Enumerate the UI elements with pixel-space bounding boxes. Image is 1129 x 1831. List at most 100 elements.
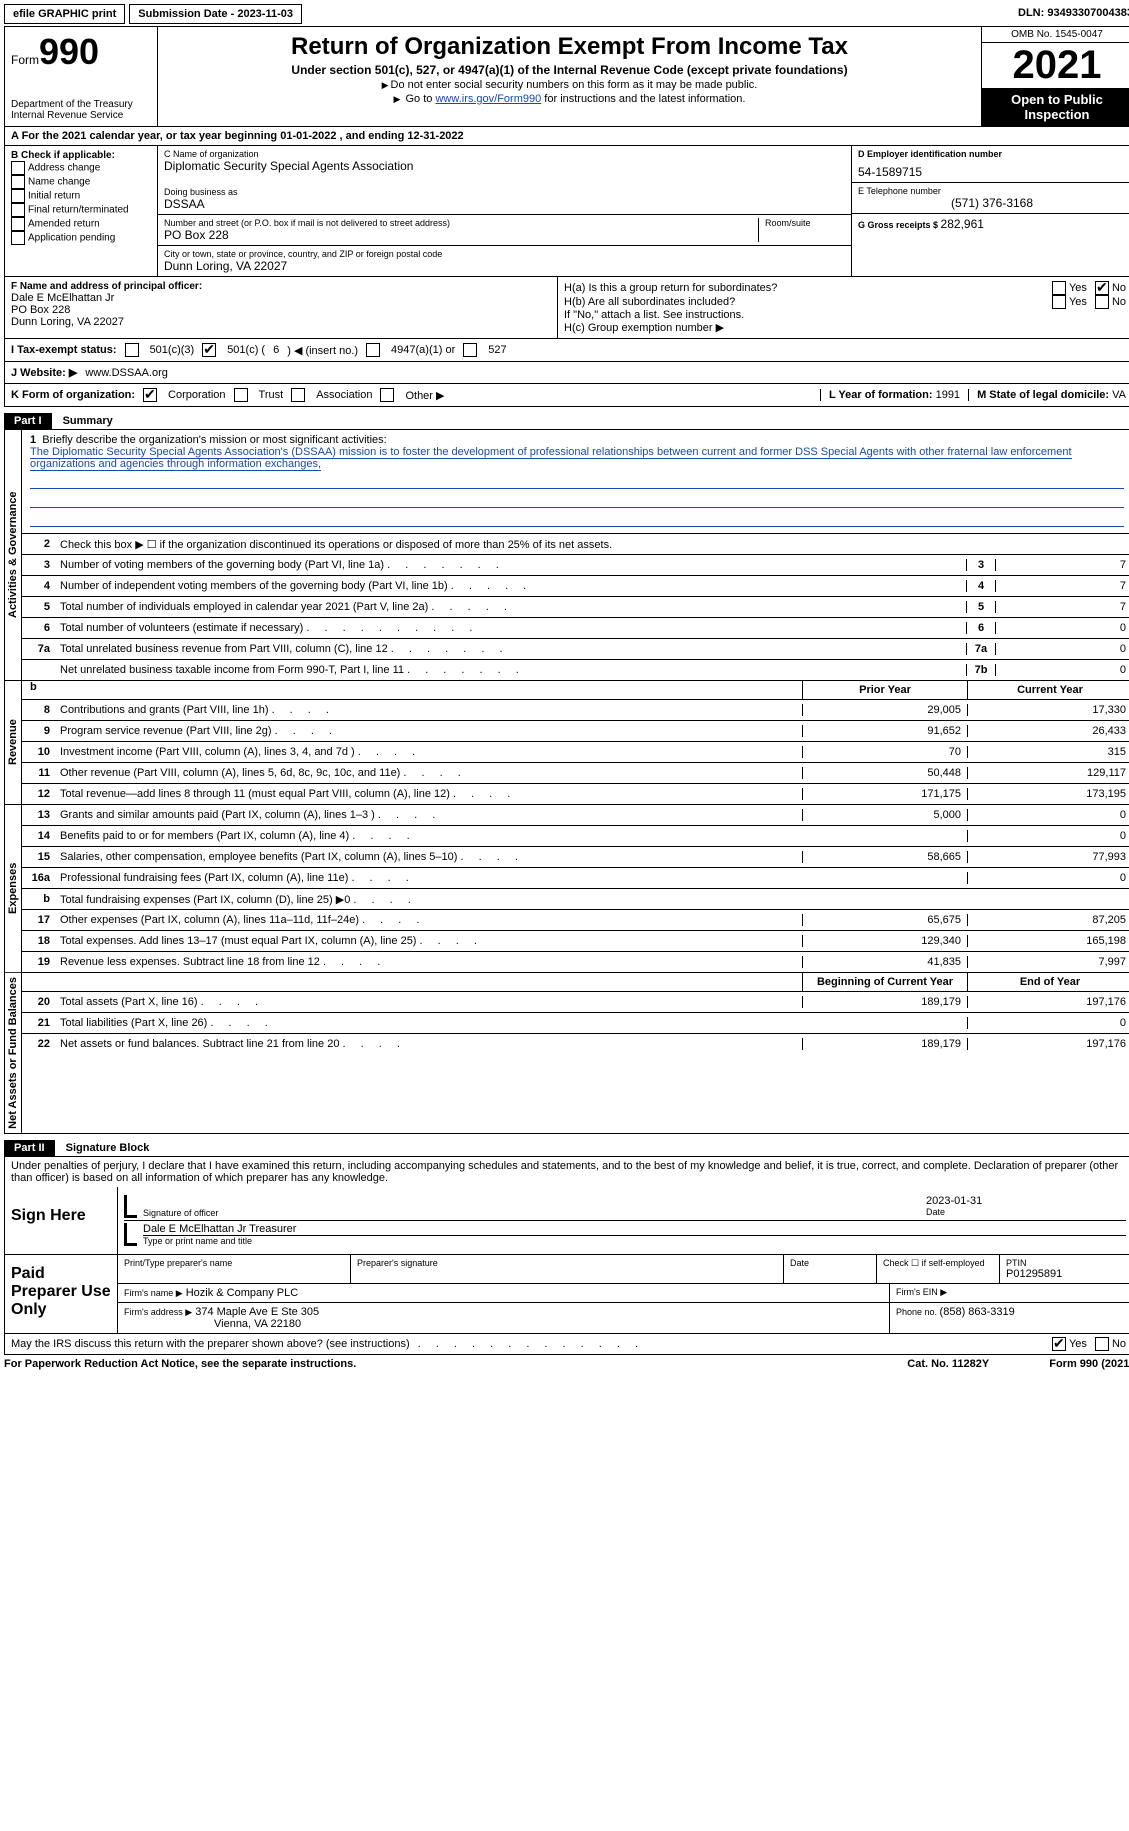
tes-4947: 4947(a)(1) or: [391, 344, 455, 356]
goto-post: for instructions and the latest informat…: [544, 93, 745, 105]
dba-label: Doing business as: [164, 187, 845, 197]
part-2-header-row: Part II Signature Block: [4, 1134, 1129, 1156]
goto-pre: Go to: [406, 93, 436, 105]
line-desc: Net assets or fund balances. Subtract li…: [56, 1036, 802, 1052]
line-prior-val: 50,448: [802, 767, 967, 779]
line-desc: Program service revenue (Part VIII, line…: [56, 723, 802, 739]
tax-year-row: A For the 2021 calendar year, or tax yea…: [4, 127, 1129, 146]
line-2-desc: Check this box ▶ ☐ if the organization d…: [56, 536, 1129, 553]
top-bar: efile GRAPHIC print Submission Date - 20…: [4, 4, 1129, 24]
gross-cell: G Gross receipts $ 282,961: [852, 214, 1129, 234]
line-current-val: 197,176: [967, 996, 1129, 1008]
net-assets-section: Net Assets or Fund Balances Beginning of…: [4, 973, 1129, 1134]
fin-line-22: 22Net assets or fund balances. Subtract …: [22, 1034, 1129, 1054]
officer-label: F Name and address of principal officer:: [11, 281, 551, 292]
prep-firm-addr-row: Firm's address ▶ 374 Maple Ave E Ste 305…: [118, 1303, 1129, 1333]
col-prior-year: Prior Year: [802, 681, 967, 699]
mission-blank-line-1: [30, 472, 1124, 489]
penalty-statement: Under penalties of perjury, I declare th…: [4, 1156, 1129, 1187]
line-5-desc: Total number of individuals employed in …: [56, 599, 966, 615]
firm-name-value: Hozik & Company PLC: [186, 1287, 299, 1299]
dba-value: DSSAA: [164, 197, 845, 211]
line-num: 21: [22, 1017, 56, 1029]
prep-h1: Print/Type preparer's name: [118, 1255, 351, 1283]
dln-box: DLN: 93493307004383: [1018, 4, 1129, 24]
cb-address-change: Address change: [11, 161, 151, 175]
tax-year-display: 2021: [982, 43, 1129, 88]
korg-other: Other ▶: [405, 389, 444, 402]
line-prior-val: 129,340: [802, 935, 967, 947]
line-desc: Professional fundraising fees (Part IX, …: [56, 870, 802, 886]
dept-treasury: Department of the Treasury: [11, 99, 151, 110]
line-current-val: 7,997: [967, 956, 1129, 968]
fin-line-11: 11Other revenue (Part VIII, column (A), …: [22, 763, 1129, 784]
box-b-heading: B Check if applicable:: [11, 150, 151, 161]
line-current-val: 129,117: [967, 767, 1129, 779]
line-current-val: 0: [967, 872, 1129, 884]
box-d-right-col: D Employer identification number 54-1589…: [852, 146, 1129, 276]
ha-no: No: [1112, 282, 1126, 294]
line-current-val: 17,330: [967, 704, 1129, 716]
prep-h2: Preparer's signature: [351, 1255, 784, 1283]
line-prior-val: 29,005: [802, 704, 967, 716]
org-name-cell: C Name of organization Diplomatic Securi…: [158, 146, 851, 215]
revenue-col-header: b Prior Year Current Year: [22, 681, 1129, 700]
cb-label-final: Final return/terminated: [28, 205, 129, 216]
line-current-val: 315: [967, 746, 1129, 758]
box-c-org-info: C Name of organization Diplomatic Securi…: [158, 146, 852, 276]
col-end-year: End of Year: [967, 973, 1129, 991]
efile-print-label: efile GRAPHIC print: [4, 4, 125, 24]
street-cell: Number and street (or P.O. box if mail i…: [158, 215, 851, 246]
korg-trust: Trust: [259, 389, 284, 401]
part-1-header-row: Part I Summary: [4, 407, 1129, 429]
gross-label: G Gross receipts $: [858, 220, 941, 230]
m-label: M State of legal domicile:: [977, 389, 1112, 401]
line-current-val: 173,195: [967, 788, 1129, 800]
line-num: 20: [22, 996, 56, 1008]
officer-street: PO Box 228: [11, 304, 551, 316]
sign-here-label: Sign Here: [5, 1187, 118, 1254]
mission-blank-line-3: [30, 510, 1124, 527]
line-num: 10: [22, 746, 56, 758]
firm-phone-label: Phone no.: [896, 1307, 940, 1317]
submission-date-label: Submission Date -: [138, 8, 237, 20]
website-label: J Website: ▶: [11, 366, 77, 379]
sig-body: Signature of officer 2023-01-31 Date Dal…: [118, 1187, 1129, 1254]
korg-label: K Form of organization:: [11, 389, 135, 401]
street-label: Number and street (or P.O. box if mail i…: [164, 218, 758, 228]
revenue-body: b Prior Year Current Year 8Contributions…: [22, 681, 1129, 804]
net-col-header: Beginning of Current Year End of Year: [22, 973, 1129, 992]
ein-label: D Employer identification number: [858, 149, 1126, 159]
part-1-badge: Part I: [4, 413, 52, 429]
line-current-val: 0: [967, 809, 1129, 821]
arrow-icon: [394, 93, 403, 105]
fin-line-12: 12Total revenue—add lines 8 through 11 (…: [22, 784, 1129, 804]
prep-h3: Date: [784, 1255, 877, 1283]
m-value: VA: [1112, 389, 1126, 401]
firm-addr-label: Firm's address ▶: [124, 1307, 192, 1317]
irs-link[interactable]: www.irs.gov/Form990: [435, 93, 541, 105]
line-prior-val: 65,675: [802, 914, 967, 926]
ptin-value: P01295891: [1006, 1268, 1126, 1280]
line-7a-val: 0: [995, 643, 1129, 655]
side-revenue: Revenue: [5, 681, 22, 804]
line-num: 8: [22, 704, 56, 716]
line-6-desc: Total number of volunteers (estimate if …: [56, 620, 966, 636]
firm-name-label: Firm's name ▶: [124, 1288, 183, 1298]
fin-line-b: bTotal fundraising expenses (Part IX, co…: [22, 889, 1129, 910]
discuss-no: No: [1112, 1338, 1126, 1350]
ssn-warning: Do not enter social security numbers on …: [164, 79, 975, 91]
sig-line-officer: Signature of officer 2023-01-31 Date: [124, 1193, 1126, 1221]
fin-line-9: 9Program service revenue (Part VIII, lin…: [22, 721, 1129, 742]
form-header: Form990 Department of the Treasury Inter…: [4, 26, 1129, 127]
ptin-label: PTIN: [1006, 1258, 1126, 1268]
cb-label-name: Name change: [28, 177, 90, 188]
submission-date-value: 2023-11-03: [237, 8, 293, 20]
header-center-col: Return of Organization Exempt From Incom…: [158, 27, 982, 126]
city-value: Dunn Loring, VA 22027: [164, 259, 845, 273]
revenue-section: Revenue b Prior Year Current Year 8Contr…: [4, 681, 1129, 805]
line-prior-val: 171,175: [802, 788, 967, 800]
sig-officer-label: Signature of officer: [143, 1208, 926, 1218]
mission-block: 1 Briefly describe the organization's mi…: [22, 430, 1129, 534]
mission-label: Briefly describe the organization's miss…: [42, 434, 386, 446]
